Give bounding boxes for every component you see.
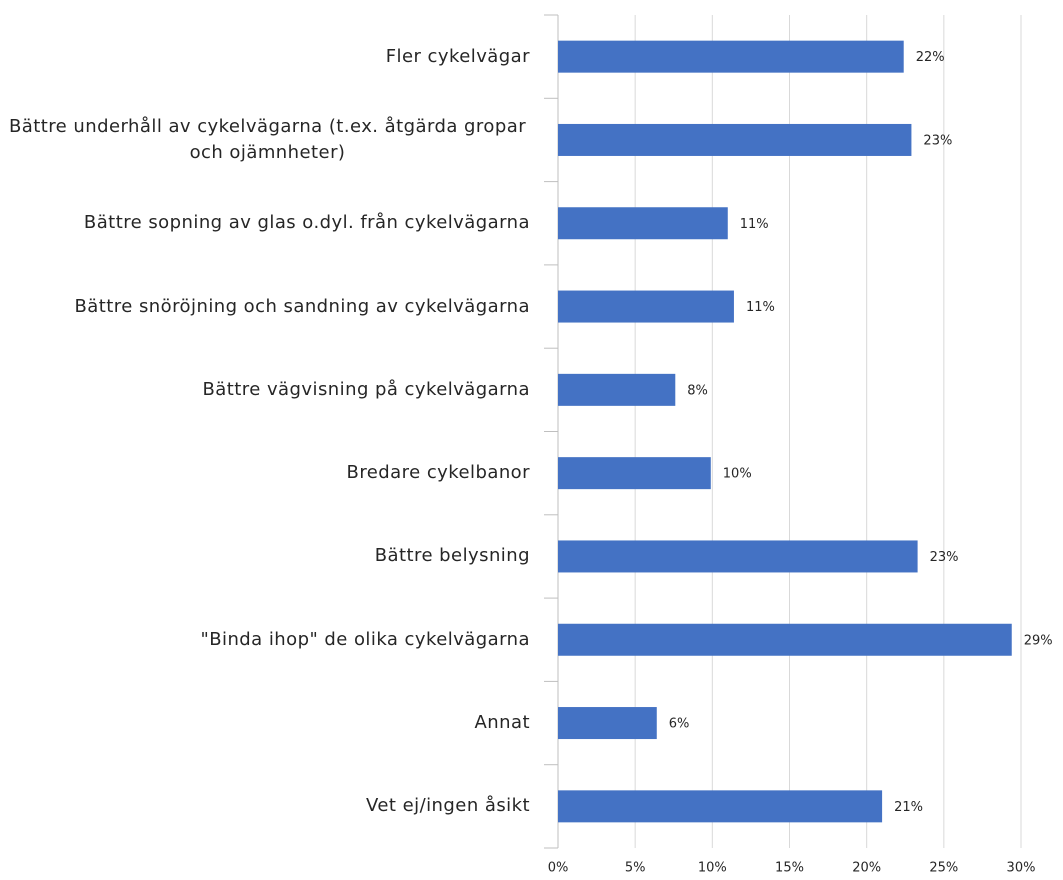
bar — [558, 207, 728, 240]
x-tick-label: 5% — [625, 861, 646, 876]
y-tick-label: Bredare cykelbanor — [346, 462, 530, 484]
y-tick-label-box: Fler cykelvägar — [0, 17, 530, 97]
y-tick-label: Bättre vägvisning på cykelvägarna — [202, 378, 530, 400]
y-tick-label: "Binda ihop" de olika cykelvägarna — [200, 628, 530, 650]
y-tick-label-box: Bättre underhåll av cykelvägarna (t.ex. … — [0, 100, 530, 180]
bar — [558, 40, 904, 73]
y-tick-label-box: "Binda ihop" de olika cykelvägarna — [0, 600, 530, 680]
data-label: 22% — [916, 50, 945, 65]
y-tick-label-box: Bättre vägvisning på cykelvägarna — [0, 350, 530, 430]
x-tick-label: 20% — [852, 861, 881, 876]
y-tick-label-box: Bättre sopning av glas o.dyl. från cykel… — [0, 183, 530, 263]
bar — [558, 790, 883, 823]
data-label: 10% — [723, 467, 752, 482]
bar — [558, 457, 711, 490]
y-tick-label: Bättre sopning av glas o.dyl. från cykel… — [83, 212, 530, 234]
bar — [558, 373, 676, 406]
data-label: 11% — [746, 300, 775, 315]
y-tick-label-box: Bredare cykelbanor — [0, 433, 530, 513]
bar — [558, 623, 1012, 656]
x-tick-label: 25% — [929, 861, 958, 876]
data-label: 23% — [923, 133, 952, 148]
y-tick-label-box: Vet ej/ingen åsikt — [0, 766, 530, 846]
y-tick-label: Annat — [474, 712, 530, 734]
x-tick-label: 15% — [775, 861, 804, 876]
y-tick-label: Fler cykelvägar — [385, 45, 530, 67]
data-label: 21% — [894, 800, 923, 815]
y-tick-label-box: Bättre belysning — [0, 516, 530, 596]
y-tick-label: Bättre belysning — [374, 545, 530, 567]
data-label: 29% — [1024, 633, 1053, 648]
bar — [558, 707, 657, 740]
data-label: 6% — [669, 717, 690, 732]
bar — [558, 123, 912, 156]
y-tick-label: Vet ej/ingen åsikt — [366, 795, 530, 817]
x-tick-label: 10% — [698, 861, 727, 876]
y-tick-label: Bättre underhåll av cykelvägarna (t.ex. … — [8, 115, 527, 163]
y-tick-label: Bättre snöröjning och sandning av cykelv… — [74, 295, 530, 317]
x-tick-label: 30% — [1007, 861, 1036, 876]
bar — [558, 290, 734, 323]
y-tick-label-box: Bättre snöröjning och sandning av cykelv… — [0, 267, 530, 347]
data-label: 8% — [687, 383, 708, 398]
data-label: 23% — [930, 550, 959, 565]
data-label: 11% — [740, 217, 769, 232]
x-tick-label: 0% — [548, 861, 569, 876]
y-tick-label-box: Annat — [0, 683, 530, 763]
bar — [558, 540, 918, 573]
